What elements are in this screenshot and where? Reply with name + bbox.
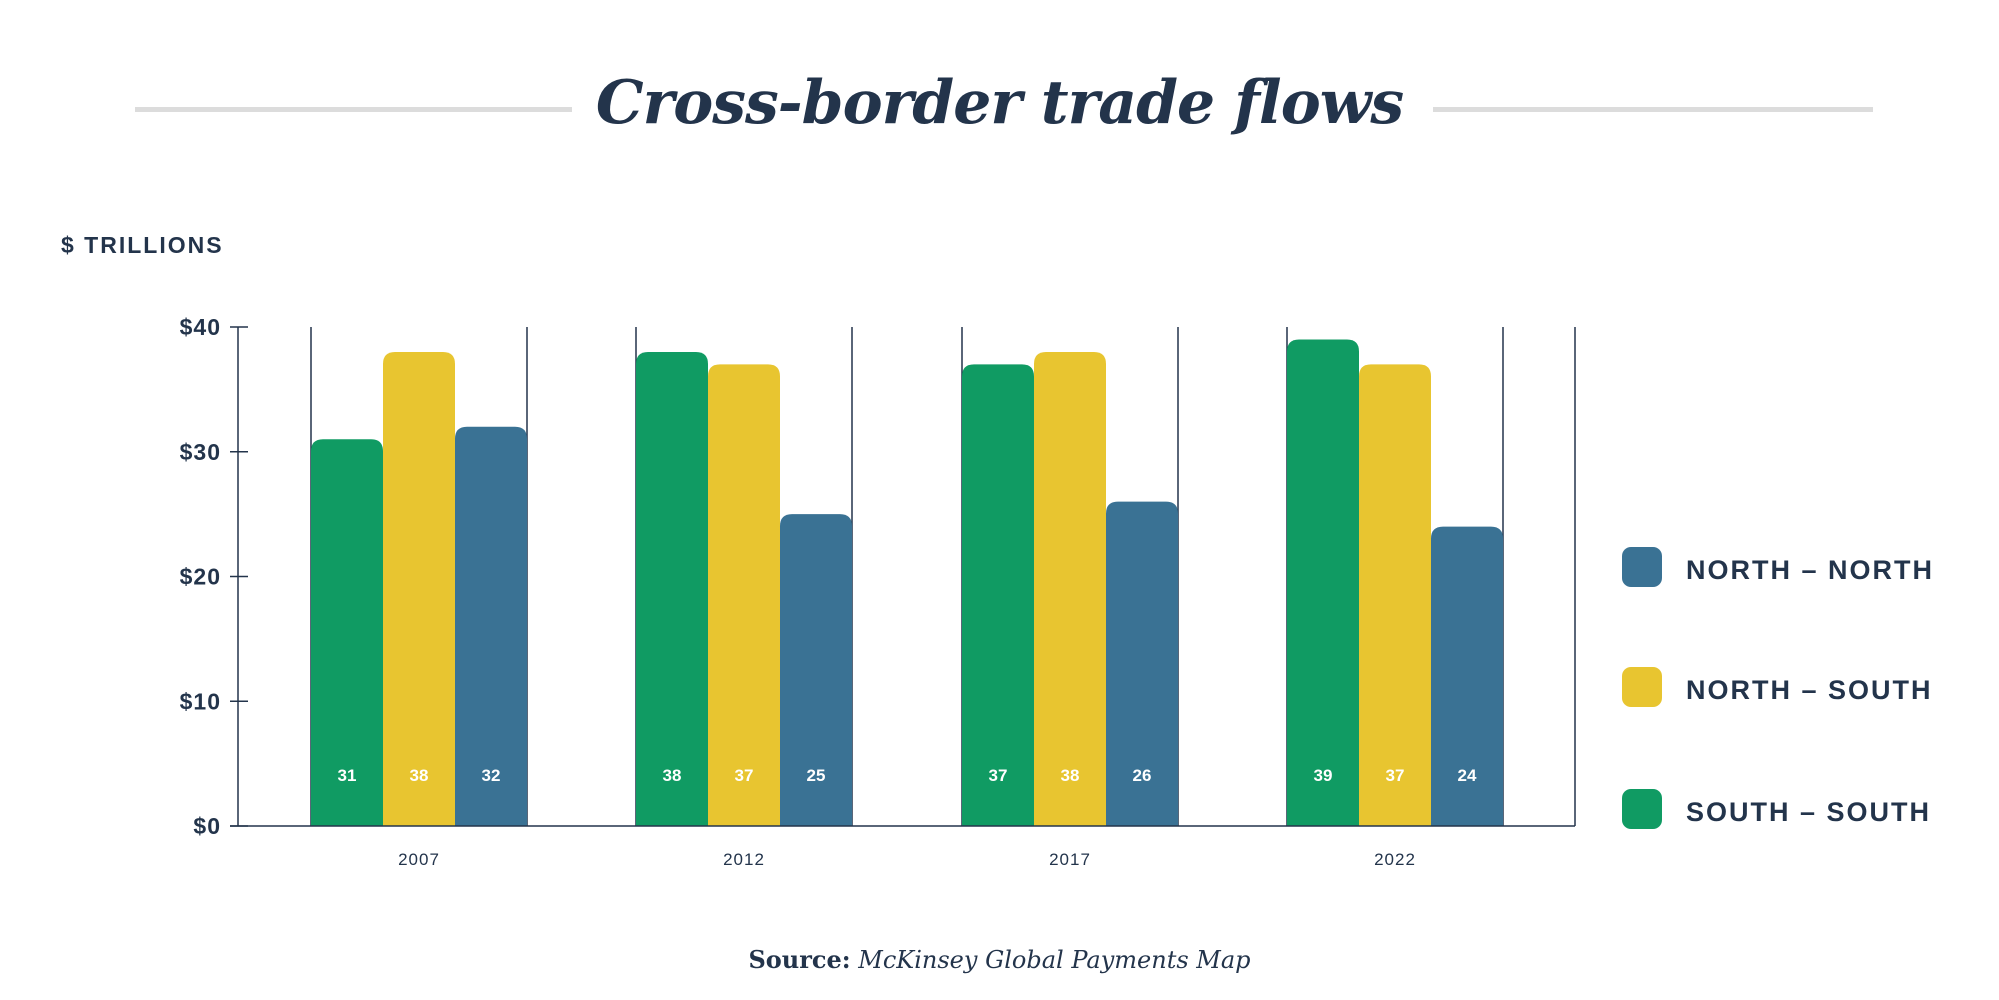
title-rule-left	[135, 107, 572, 112]
bar-value-label: 39	[1314, 766, 1333, 785]
y-tick-label: $20	[180, 564, 221, 590]
bar	[1287, 339, 1359, 826]
bar-value-label: 31	[338, 766, 357, 785]
source-prefix: Source:	[748, 945, 851, 974]
bar-value-label: 24	[1458, 766, 1477, 785]
title-rule-right	[1433, 107, 1873, 112]
legend-swatch-south-south	[1622, 789, 1662, 829]
y-axis-unit-label: $ TRILLIONS	[61, 232, 224, 258]
bar-value-label: 26	[1133, 766, 1152, 785]
bar	[311, 439, 383, 826]
y-tick-label: $30	[180, 439, 221, 465]
bar-value-label: 38	[663, 766, 682, 785]
bar-value-label: 38	[410, 766, 429, 785]
bar-value-label: 25	[807, 766, 826, 785]
bar	[1034, 351, 1106, 826]
legend-item-north-south: NORTH – SOUTH	[1622, 665, 1962, 709]
bar	[383, 351, 455, 826]
x-tick-label: 2007	[398, 850, 440, 869]
bar	[1106, 501, 1178, 826]
legend-label-north-north: NORTH – NORTH	[1686, 555, 1934, 585]
bar	[1359, 364, 1431, 826]
x-tick-label: 2017	[1049, 850, 1091, 869]
bar	[780, 514, 852, 826]
bar	[962, 364, 1034, 826]
bar-value-label: 37	[735, 766, 754, 785]
bar	[708, 364, 780, 826]
bar-value-label: 32	[482, 766, 501, 785]
bar-value-label: 37	[989, 766, 1008, 785]
legend-label-north-south: NORTH – SOUTH	[1686, 675, 1933, 705]
bar-value-label: 37	[1386, 766, 1405, 785]
bar	[1431, 526, 1503, 826]
y-tick-label: $10	[180, 688, 221, 714]
source-note: Source: McKinsey Global Payments Map	[0, 945, 1999, 974]
legend-item-south-south: SOUTH – SOUTH	[1622, 787, 1962, 831]
source-name: McKinsey Global Payments Map	[858, 946, 1251, 974]
chart-title: Cross-border trade flows	[595, 68, 1404, 138]
legend-item-north-north: NORTH – NORTH	[1622, 545, 1962, 589]
bar-value-label: 38	[1061, 766, 1080, 785]
bar	[455, 426, 527, 826]
y-tick-label: $0	[193, 813, 221, 839]
legend-label-south-south: SOUTH – SOUTH	[1686, 797, 1932, 827]
x-tick-label: 2012	[723, 850, 765, 869]
x-tick-label: 2022	[1374, 850, 1416, 869]
bar	[636, 351, 708, 826]
title-row: Cross-border trade flows	[0, 60, 1999, 150]
y-tick-label: $40	[180, 314, 221, 340]
legend-swatch-north-south	[1622, 667, 1662, 707]
legend-swatch-north-north	[1622, 547, 1662, 587]
